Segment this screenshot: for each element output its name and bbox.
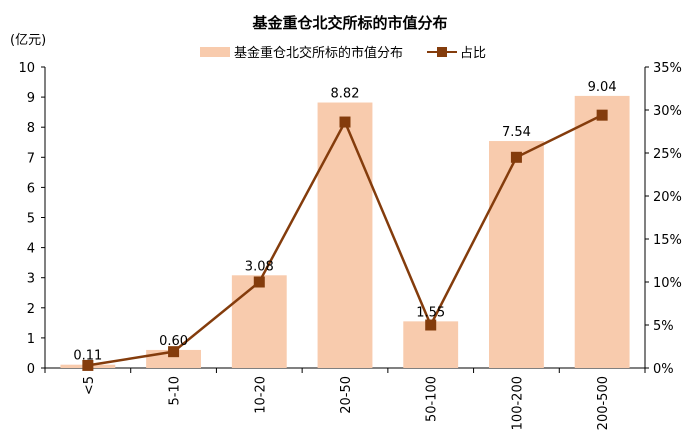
x-tick-label: 50-100 (425, 376, 440, 422)
legend-line-marker (437, 47, 447, 57)
share-point (596, 109, 608, 121)
bar-value-label: 0.11 (73, 349, 102, 364)
bar (489, 141, 544, 368)
y-left-tick-label: 8 (27, 121, 35, 136)
y-left-tick-label: 7 (27, 151, 35, 166)
y-right-tick-label: 20% (653, 190, 682, 205)
x-tick-label: 20-50 (339, 376, 354, 414)
y-right-tick-label: 15% (653, 233, 682, 248)
y-left-tick-label: 10 (18, 61, 35, 76)
legend-bar-label: 基金重仓北交所标的市值分布 (234, 45, 403, 61)
bar-value-label: 8.82 (331, 87, 360, 102)
y-right-tick-label: 10% (653, 276, 682, 291)
y-right-tick-label: 35% (653, 61, 682, 76)
y-right-tick-label: 30% (653, 104, 682, 119)
y-right-tick-label: 25% (653, 147, 682, 162)
y-left-tick-label: 0 (27, 362, 35, 377)
y-left-tick-label: 1 (27, 332, 35, 347)
bar-value-label: 9.04 (588, 80, 617, 95)
share-point (82, 359, 94, 371)
data-labels-group: 0.11 0.60 3.08 8.82 1.55 7.54 9.04 (73, 80, 616, 364)
y-left-tick-label: 6 (27, 181, 35, 196)
legend-line-label: 占比 (460, 46, 486, 61)
y-right-tick-label: 0% (653, 362, 674, 377)
y-axis-left-label: (亿元) (10, 33, 46, 48)
y-right-tick-label: 5% (653, 319, 674, 334)
share-point (168, 346, 180, 358)
bar-value-label: 7.54 (502, 125, 531, 140)
bar (574, 95, 630, 369)
y-left-tick-label: 2 (27, 302, 35, 317)
line-group (82, 109, 608, 371)
bar-value-label: 1.55 (416, 305, 445, 320)
y-left-tick-label: 9 (27, 91, 35, 106)
x-tick-label: 10-20 (253, 376, 268, 414)
x-tick-label: 100-200 (510, 376, 525, 430)
x-tick-label: 200-500 (596, 376, 611, 430)
axes: 0 1 2 3 4 5 6 7 8 9 10 0% 5% 10% 15% 20% 25% 30% 35% <5 5-10… (18, 61, 681, 430)
bar (231, 275, 287, 368)
chart-title: 基金重仓北交所标的市值分布 (251, 14, 447, 32)
y-left-tick-label: 4 (27, 242, 35, 257)
y-left-tick-label: 5 (27, 212, 35, 227)
bar (317, 102, 373, 368)
share-point (339, 116, 351, 128)
share-point (253, 276, 265, 288)
share-point (425, 319, 437, 331)
legend-bar-swatch (200, 47, 230, 57)
x-tick-label: 5-10 (168, 376, 183, 406)
bar-value-label: 0.60 (159, 334, 188, 349)
bar-value-label: 3.08 (245, 259, 274, 274)
share-point (510, 151, 522, 163)
bars-group (60, 95, 630, 369)
x-tick-label: <5 (82, 376, 97, 395)
legend: 基金重仓北交所标的市值分布 占比 (200, 45, 486, 61)
y-left-tick-label: 3 (27, 272, 35, 287)
